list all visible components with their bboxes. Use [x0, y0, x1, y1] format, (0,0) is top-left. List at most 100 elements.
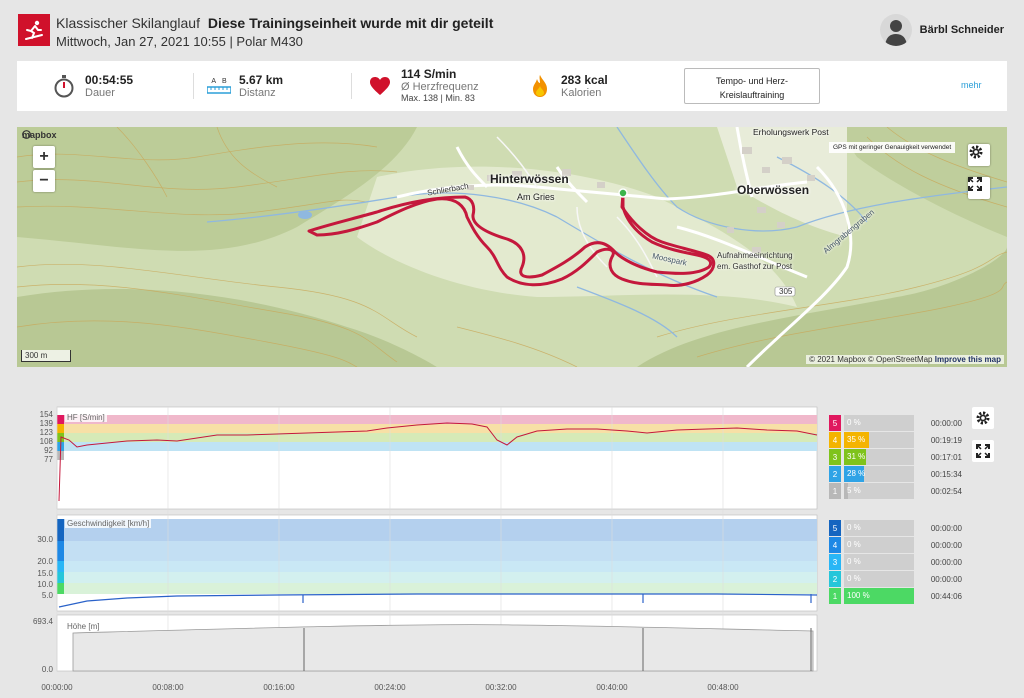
zone-row: 1 5 % 00:02:54: [829, 483, 979, 499]
zone-percent: 0 %: [847, 540, 861, 549]
zone-time: 00:00:00: [930, 540, 962, 550]
map-scale: 300 m: [21, 350, 71, 362]
zone-time: 00:00:00: [930, 523, 962, 533]
zone-row: 2 0 % 00:00:00: [829, 571, 979, 587]
speed-zone-marker: [57, 583, 64, 594]
speed-zone-band: [57, 561, 817, 572]
hf-tick: 92: [44, 446, 53, 455]
training-benefit-button[interactable]: Tempo- und Herz- Kreislauftraining: [684, 68, 820, 104]
duration-block: 00:54:55 Dauer: [51, 61, 133, 111]
place-aufnahme: Aufnahmeeinrichtung: [717, 251, 793, 260]
curves-plot[interactable]: [17, 385, 1007, 698]
gps-accuracy-note: GPS mit geringer Genauigkeit verwendet: [829, 142, 956, 153]
zone-bar: 0 %: [844, 571, 914, 587]
zone-number: 5: [829, 520, 841, 536]
x-tick: 00:00:00: [41, 683, 73, 692]
zone-row: 4 35 % 00:19:19: [829, 432, 979, 448]
user-profile[interactable]: Bärbl Schneider: [879, 14, 1004, 46]
user-name[interactable]: Bärbl Schneider: [919, 24, 1004, 36]
zone-time: 00:02:54: [930, 486, 962, 496]
zone-bar: 0 %: [844, 537, 914, 553]
speed-zone-band: [57, 583, 817, 594]
avatar[interactable]: [879, 14, 912, 46]
hf-zone-marker: [57, 415, 64, 424]
alt-tick: 693.4: [32, 617, 53, 626]
zone-number: 4: [829, 537, 841, 553]
zone-time: 00:17:01: [930, 452, 962, 462]
route-map[interactable]: mapbox + − GPS mit geringer Genauigkeit …: [17, 127, 1007, 367]
route-path: [307, 191, 716, 287]
speed-curve: [58, 593, 818, 608]
zone-number: 4: [829, 432, 841, 448]
zone-percent: 0 %: [847, 574, 861, 583]
attribution-text: © 2021 Mapbox © OpenStreetMap: [809, 355, 933, 364]
place-hinterwoessen: Hinterwössen: [490, 172, 569, 186]
place-oberwoessen: Oberwössen: [737, 183, 810, 197]
hf-zone-band: [57, 433, 817, 442]
map-canvas[interactable]: [17, 127, 1007, 367]
zone-number: 1: [829, 588, 841, 604]
chart-fullscreen-icon[interactable]: [972, 440, 994, 462]
zone-fill: [844, 432, 869, 448]
distance-label: Distanz: [239, 86, 276, 99]
shared-note: Diese Trainingseinheit wurde mit dir get…: [207, 15, 494, 31]
zone-percent: 0 %: [847, 557, 861, 566]
zone-percent: 100 %: [847, 591, 870, 600]
zone-time: 00:00:00: [930, 574, 962, 584]
speed-zone-marker: [57, 519, 64, 541]
speed-zone-marker: [57, 572, 64, 583]
calories-label: Kalorien: [561, 86, 602, 99]
point-a-label: A: [211, 78, 216, 85]
hf-tick: 123: [39, 428, 53, 437]
zone-row: 1 100 % 00:44:06: [829, 588, 979, 604]
hr-value: 114 S/min: [401, 67, 457, 81]
zone-row: 5 0 % 00:00:00: [829, 520, 979, 536]
map-settings-gear-icon[interactable]: [968, 144, 990, 166]
zone-fill: [844, 466, 864, 482]
hr-label: Ø Herzfrequenz: [401, 81, 479, 93]
alt-label: Höhe [m]: [65, 622, 102, 631]
duration-label: Dauer: [85, 86, 115, 99]
hf-tick: 77: [44, 455, 53, 464]
speed-tick: 30.0: [37, 535, 53, 544]
zoom-out-button[interactable]: −: [33, 170, 55, 192]
mapbox-logo: mapbox: [22, 130, 57, 140]
benefit-line-2: Kreislauftraining: [719, 90, 785, 100]
calories-value: 283 kcal: [561, 72, 608, 87]
divider: [351, 73, 352, 99]
x-tick: 00:24:00: [374, 683, 406, 692]
zone-bar: 28 %: [844, 466, 914, 482]
hf-zone-marker: [57, 424, 64, 433]
speed-tick: 15.0: [37, 569, 53, 578]
mapbox-logo-text: mapbox: [22, 130, 57, 140]
speed-zone-marker: [57, 541, 64, 561]
improve-map-link[interactable]: Improve this map: [934, 355, 1001, 364]
zone-bar: 35 %: [844, 432, 914, 448]
zone-number: 2: [829, 466, 841, 482]
zone-row: 3 0 % 00:00:00: [829, 554, 979, 570]
zone-bar: 0 %: [844, 520, 914, 536]
hf-zone-band: [57, 424, 817, 433]
zoom-in-button[interactable]: +: [33, 146, 55, 168]
chart-settings-gear-icon[interactable]: [972, 407, 994, 429]
zone-time: 00:19:19: [930, 435, 962, 445]
hf-tick: 139: [39, 419, 53, 428]
speed-zone-marker: [57, 561, 64, 572]
more-link[interactable]: mehr: [961, 80, 982, 90]
zone-percent: 0 %: [847, 523, 861, 532]
hf-zone-band: [57, 442, 817, 451]
fullscreen-icon[interactable]: [968, 177, 990, 199]
altitude-area: [72, 624, 814, 672]
point-b-label: B: [222, 78, 227, 85]
heartrate-block: 114 S/min Ø Herzfrequenz Max. 138 | Min. 8…: [367, 61, 479, 111]
zone-percent: 35 %: [847, 435, 866, 444]
zone-time: 00:15:34: [930, 469, 962, 479]
hf-label: HF [S/min]: [65, 413, 107, 422]
activity-title: Klassischer Skilanglauf Diese Trainingse…: [56, 15, 493, 31]
speed-zone-band: [57, 519, 817, 541]
zone-time: 00:00:00: [930, 557, 962, 567]
speed-tick: 10.0: [37, 580, 53, 589]
